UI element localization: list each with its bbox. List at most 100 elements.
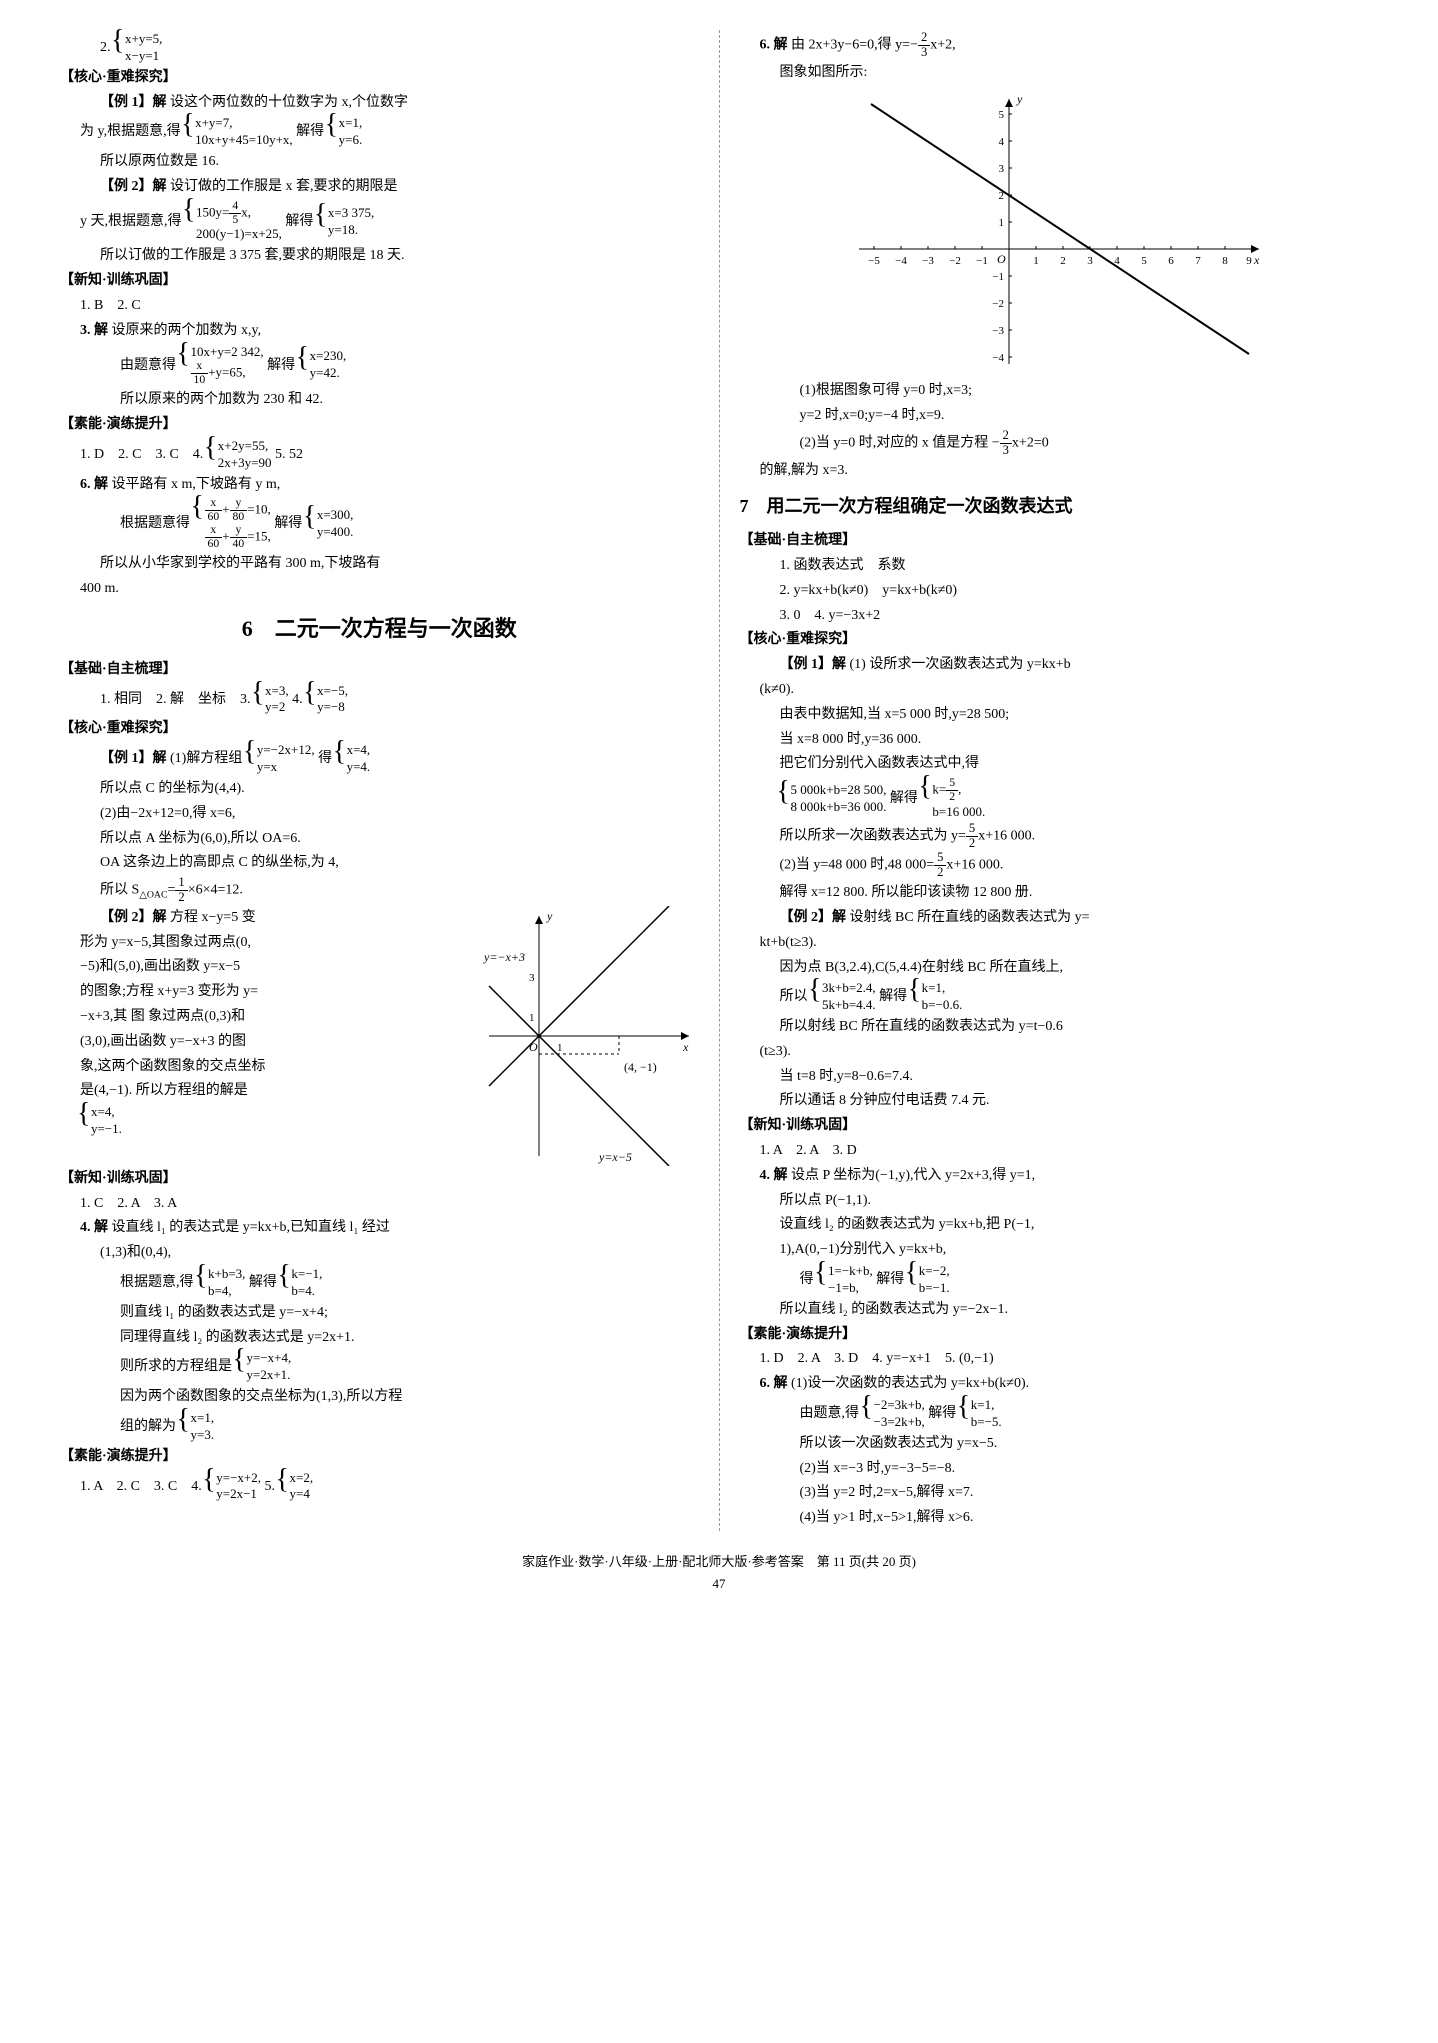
brace: x60+y80=10, x60+y40=15, xyxy=(194,497,271,550)
text-line: y=2 时,x=0;y=−4 时,x=9. xyxy=(740,404,1379,428)
column-divider xyxy=(719,30,720,1531)
text: 得 xyxy=(800,1272,814,1287)
text-line: 的解,解为 x=3. xyxy=(740,459,1379,483)
brace: y=−2x+12, y=x xyxy=(246,742,315,776)
line1-label: y=−x+3 xyxy=(483,950,525,964)
section-heading: 【素能·演练提升】 xyxy=(60,1445,699,1469)
text-line: 则直线 l₁ 的函数表达式是 y=−x+4; xyxy=(60,1301,699,1325)
eq: x+2y=55, xyxy=(218,438,272,455)
svg-text:−1: −1 xyxy=(976,255,988,267)
eq: 1=−k+b, xyxy=(828,1263,873,1280)
x-ticks: −5 −4 −3 −2 −1 1 2 3 4 5 6 7 8 9 xyxy=(868,255,1252,267)
num: 2. xyxy=(100,40,111,55)
head: 【例 1】解 xyxy=(780,657,847,672)
text: (1)设一次函数的表达式为 y=kx+b(k≠0). xyxy=(791,1376,1029,1391)
text-line: (t≥3). xyxy=(740,1040,1379,1064)
q6: 6. 解 (1)设一次函数的表达式为 y=kx+b(k≠0). xyxy=(740,1372,1379,1396)
eq: x=300, xyxy=(317,507,354,524)
text-line: kt+b(t≥3). xyxy=(740,931,1379,955)
text-line: (4)当 y>1 时,x−5>1,解得 x>6. xyxy=(740,1506,1379,1530)
x-label: x xyxy=(682,1040,689,1054)
chart-svg: O x y y=−x+3 y=x−5 (4, −1) 3 1 1 xyxy=(479,906,699,1166)
text-line: 图象如图所示: xyxy=(740,61,1379,85)
eq: x60+y80=10, xyxy=(205,497,271,524)
text-line: 2. y=kx+b(k≠0) y=kx+b(k≠0) xyxy=(740,579,1379,603)
eq: y=2x+1. xyxy=(247,1367,292,1384)
text: 解得 xyxy=(876,1272,904,1287)
text: 由题意,得 xyxy=(800,1406,860,1421)
head: 【例 2】解 xyxy=(100,910,167,925)
svg-text:7: 7 xyxy=(1195,255,1201,267)
svg-text:5: 5 xyxy=(998,109,1004,121)
section-heading: 【核心·重难探究】 xyxy=(60,66,699,90)
eq: x10+y=65, xyxy=(191,360,264,387)
eq: x=4, xyxy=(91,1104,122,1121)
brace: x+2y=55, 2x+3y=90 xyxy=(207,438,272,472)
text-line: 由表中数据知,当 x=5 000 时,y=28 500; xyxy=(740,703,1379,727)
eq: k+b=3, xyxy=(208,1266,245,1283)
page-columns: 2. x+y=5, x−y=1 【核心·重难探究】 【例 1】解 设这个两位数的… xyxy=(60,30,1378,1531)
eq: x=1, xyxy=(191,1410,215,1427)
svg-text:O: O xyxy=(997,252,1006,266)
eq: y=2x−1 xyxy=(216,1486,261,1503)
text-line: 当 t=8 时,y=8−0.6=7.4. xyxy=(740,1065,1379,1089)
text: 由 2x+3y−6=0,得 y=− xyxy=(791,38,918,53)
text: 设平路有 x m,下坡路有 y m, xyxy=(112,477,281,492)
text-line: 根据题意,得 k+b=3, b=4, 解得 k=−1, b=4. xyxy=(60,1266,699,1300)
q6: 6. 解 设平路有 x m,下坡路有 y m, xyxy=(60,473,699,497)
head: 【例 1】解 xyxy=(100,95,167,110)
eq: −3=2k+b, xyxy=(874,1414,925,1431)
brace: 10x+y=2 342, x10+y=65, xyxy=(180,344,264,388)
brace: k=−1, b=4. xyxy=(280,1266,322,1300)
section-heading: 【基础·自主梳理】 xyxy=(60,658,699,682)
text: 根据题意得 xyxy=(120,516,190,531)
section-title-6: 6 二元一次方程与一次函数 xyxy=(60,610,699,647)
brace: k=1, b=−5. xyxy=(960,1397,1002,1431)
brace: x=4, y=4. xyxy=(336,742,371,776)
eq: y=−8 xyxy=(317,699,348,716)
eq: 200(y−1)=x+25, xyxy=(196,226,282,243)
page-footer: 家庭作业·数学·八年级·上册·配北师大版·参考答案 第 11 页(共 20 页)… xyxy=(60,1551,1378,1595)
point-label: (4, −1) xyxy=(624,1060,657,1074)
eq: b=−5. xyxy=(971,1414,1002,1431)
text: 解得 xyxy=(267,358,295,373)
text-line: 同理得直线 l₂ 的函数表达式是 y=2x+1. xyxy=(60,1326,699,1350)
text: 由题意得 xyxy=(120,358,176,373)
eq: y=400. xyxy=(317,524,354,541)
text-line: 所以直线 l₂ 的函数表达式为 y=−2x−1. xyxy=(740,1298,1379,1322)
text-line: 解得 x=12 800. 所以能印该读物 12 800 册. xyxy=(740,881,1379,905)
text: 解得 xyxy=(296,124,324,139)
text-line: y 天,根据题意,得 150y=45x, 200(y−1)=x+25, 解得 x… xyxy=(60,200,699,244)
brace: 3k+b=2.4, 5k+b=4.4. xyxy=(811,980,876,1014)
text: 设点 P 坐标为(−1,y),代入 y=2x+3,得 y=1, xyxy=(791,1168,1035,1183)
eq: x−y=1 xyxy=(125,48,162,65)
chart-svg: O x y −5 −4 −3 −2 −1 1 2 3 4 5 6 7 8 9 xyxy=(849,89,1269,369)
text: 5. xyxy=(265,1479,276,1494)
brace: x+y=5, x−y=1 xyxy=(114,31,162,65)
brace: y=−x+2, y=2x−1 xyxy=(205,1470,261,1504)
eq: k=−2, xyxy=(919,1263,950,1280)
svg-text:2: 2 xyxy=(1060,255,1066,267)
text: (1)解方程组 xyxy=(170,751,242,766)
chart-intersection: O x y y=−x+3 y=x−5 (4, −1) 3 1 1 xyxy=(479,906,699,1166)
brace: k=1, b=−0.6. xyxy=(911,980,963,1014)
text-line: 5 000k+b=28 500, 8 000k+b=36 000. 解得 k=5… xyxy=(740,777,1379,821)
eq: x=230, xyxy=(310,348,347,365)
svg-text:1: 1 xyxy=(529,1012,535,1024)
section-heading: 【核心·重难探究】 xyxy=(740,628,1379,652)
eq: −1=b, xyxy=(828,1280,873,1297)
text-line: 所以原两位数是 16. xyxy=(60,150,699,174)
brace: x+y=7, 10x+y+45=10y+x, xyxy=(184,115,293,149)
eq: 5k+b=4.4. xyxy=(822,997,876,1014)
eq: y=−2x+12, xyxy=(257,742,315,759)
text-line: 根据题意得 x60+y80=10, x60+y40=15, 解得 x=300, … xyxy=(60,497,699,550)
text-line: 当 x=8 000 时,y=36 000. xyxy=(740,728,1379,752)
eq: 2x+3y=90 xyxy=(218,455,272,472)
brace: x=1, y=3. xyxy=(180,1410,215,1444)
eq: x+y=5, xyxy=(125,31,162,48)
example-1: 【例 1】解 设这个两位数的十位数字为 x,个位数字 xyxy=(60,91,699,115)
eq: y=18. xyxy=(328,222,374,239)
head: 【例 1】解 xyxy=(100,751,167,766)
eq: 10x+y+45=10y+x, xyxy=(195,132,293,149)
text: 设订做的工作服是 x 套,要求的期限是 xyxy=(170,179,398,194)
